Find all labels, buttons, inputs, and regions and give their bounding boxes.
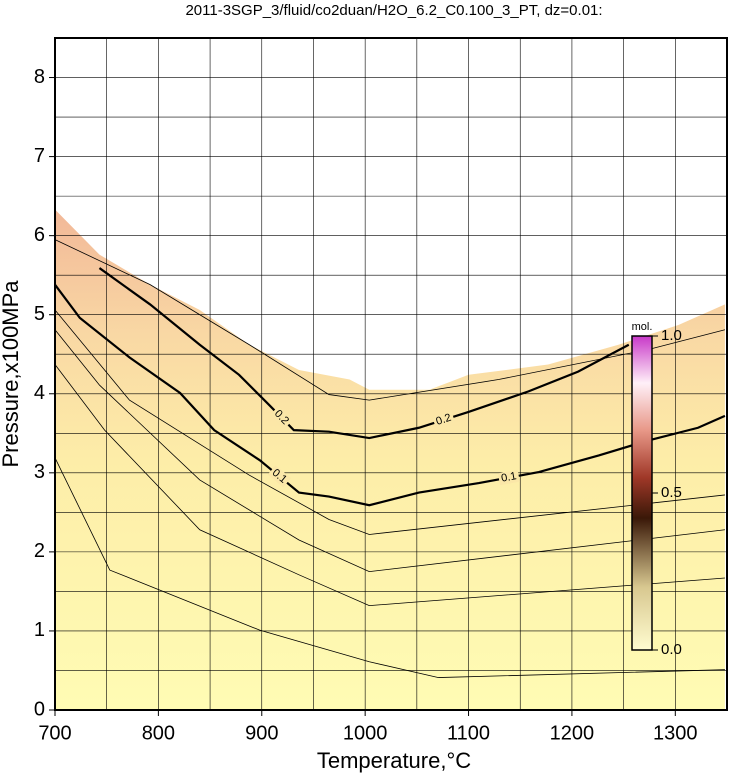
contour-label-bg	[432, 411, 456, 429]
chart-title: 2011-3SGP_3/fluid/co2duan/H2O_6.2_C0.100…	[185, 2, 602, 19]
contour-line	[54, 457, 725, 678]
contour-layer: 0.1 0.10.2 0.2	[54, 239, 726, 678]
y-axis-label: Pressure,x100MPa	[0, 280, 23, 468]
contour-label-bg	[270, 406, 293, 429]
y-tick-label: 5	[34, 303, 45, 325]
x-tick-label: 700	[38, 722, 71, 744]
contour-line	[54, 239, 726, 401]
contour-label: 0.1	[500, 470, 517, 485]
y-tick-label: 6	[34, 224, 45, 246]
colorbar-label: mol.	[632, 321, 653, 333]
contour-line	[54, 364, 725, 607]
x-tick-label: 1100	[447, 722, 490, 744]
data-region	[55, 209, 725, 710]
y-tick-label: 1	[34, 619, 45, 641]
y-tick-label: 2	[34, 540, 45, 562]
x-tick-label: 900	[245, 722, 278, 744]
x-tick-label: 800	[142, 722, 175, 744]
x-tick-label: 1000	[343, 722, 388, 744]
colorbar-tick-label: 0.5	[661, 484, 682, 501]
contour-label: 0.2	[435, 412, 453, 428]
contour-line	[54, 329, 725, 573]
colorbar-tick-label: 0.0	[661, 641, 682, 658]
plot-frame	[54, 37, 728, 711]
y-tick-label: 0	[34, 698, 45, 720]
x-tick-label: 1200	[550, 722, 595, 744]
contour-line	[54, 309, 725, 535]
y-tick-label: 4	[34, 382, 45, 404]
y-tick-label: 8	[34, 66, 45, 88]
contour-label-bg	[497, 469, 520, 486]
contour-line	[54, 284, 726, 507]
colorbar-tick-label: 1.0	[661, 327, 682, 344]
fill-layer	[55, 209, 725, 710]
y-tick-label: 3	[34, 461, 45, 483]
colorbar-scale	[631, 335, 653, 651]
axes-layer: 700 800 900 1000 1100 1200 1300 0 1 2 3 4 5 6 7 8	[34, 37, 728, 744]
contour-line	[98, 267, 630, 440]
contour-label-bg	[267, 465, 291, 488]
colorbar: mol. 0.0 0.5 1.0	[631, 321, 682, 658]
x-axis-label: Temperature,°C	[317, 748, 471, 773]
x-tick-label: 1300	[653, 722, 698, 744]
y-tick-label: 7	[34, 145, 45, 167]
